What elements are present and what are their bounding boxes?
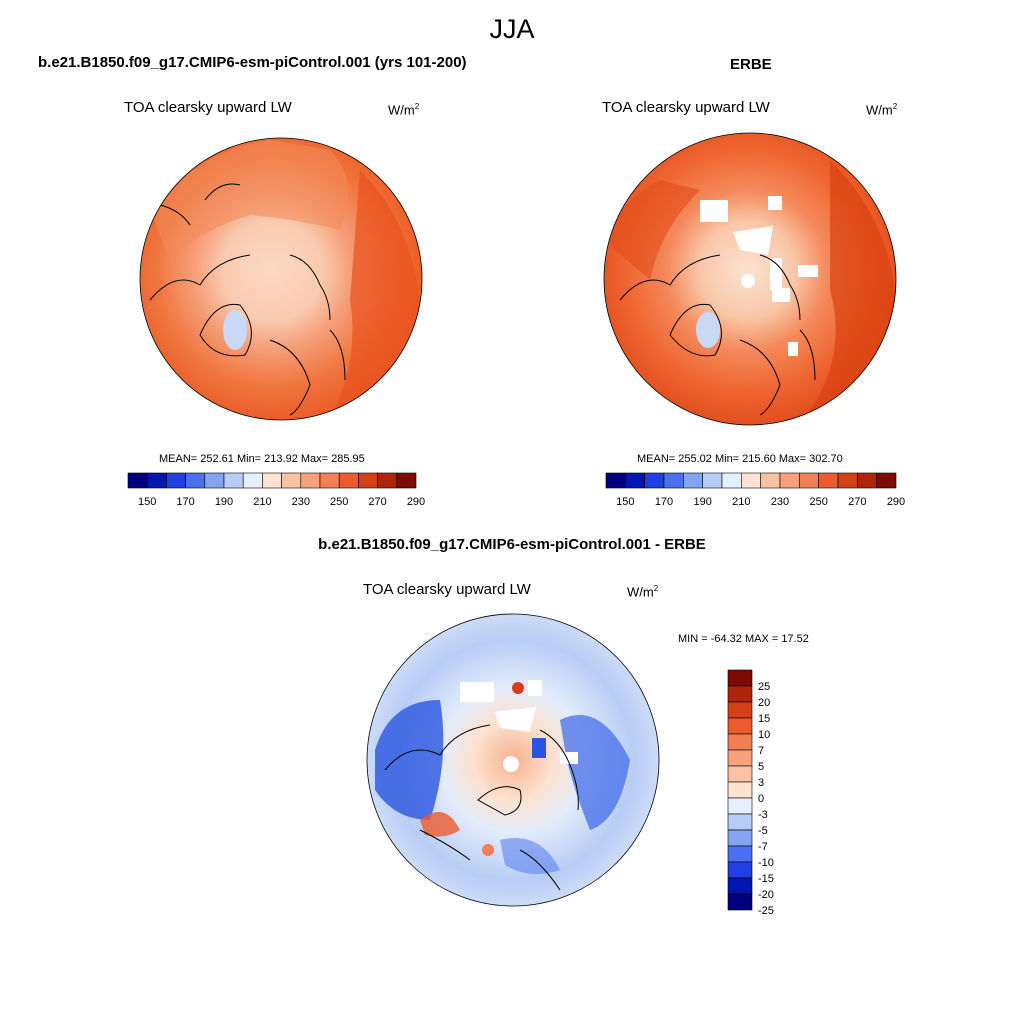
diff-colorbar-tick-label: 5 [758, 761, 764, 773]
diff-colorbar-tick-label: 25 [758, 681, 770, 693]
diff-colorbar-tick-label: -3 [758, 809, 768, 821]
obs-colorbar-tick-label: 150 [616, 496, 634, 508]
diff-polar-map [366, 613, 660, 907]
model-colorbar-swatch [204, 472, 225, 489]
diff-colorbar-tick-label: -7 [758, 841, 768, 853]
diff-colorbar-tick-label: 20 [758, 697, 770, 709]
model-units: W/m2 [388, 102, 420, 118]
obs-colorbar-tick-label: 290 [887, 496, 905, 508]
figure-title: JJA [489, 14, 535, 44]
diff-colorbar-swatch [727, 797, 753, 815]
model-colorbar-swatch [319, 472, 340, 489]
model-colorbar-swatch [377, 472, 398, 489]
obs-colorbar-swatch [837, 472, 858, 489]
model-colorbar-swatch [262, 472, 282, 489]
obs-colorbar-swatch [625, 472, 645, 489]
obs-stats: MEAN= 255.02 Min= 215.60 Max= 302.70 [637, 453, 843, 465]
model-colorbar-swatch [281, 472, 302, 489]
diff-colorbar-swatch [727, 845, 753, 863]
model-colorbar-tick-label: 230 [292, 496, 310, 508]
obs-colorbar-swatch [644, 472, 665, 489]
model-stats: MEAN= 252.61 Min= 213.92 Max= 285.95 [159, 453, 365, 465]
obs-colorbar: 150 170 190 210 230 250 270 290 [605, 472, 905, 508]
model-colorbar-swatch [242, 472, 263, 489]
model-colorbar-tick-label: 290 [407, 496, 425, 508]
diff-colorbar-tick-label: -20 [758, 889, 774, 901]
model-colorbar-swatch [358, 472, 378, 489]
diff-units: W/m2 [627, 584, 659, 600]
diff-colorbar-swatch [727, 861, 753, 879]
diff-colorbar-swatch [727, 877, 753, 895]
obs-colorbar-swatch [760, 472, 781, 489]
obs-variable-title: TOA clearsky upward LW [602, 99, 770, 116]
obs-colorbar-tick-label: 190 [693, 496, 711, 508]
diff-colorbar-tick-label: -15 [758, 873, 774, 885]
model-colorbar: 150 170 190 210 230 250 270 290 [127, 472, 425, 508]
diff-stats: MIN = -64.32 MAX = 17.52 [678, 633, 809, 645]
model-colorbar-tick-label: 210 [253, 496, 271, 508]
model-colorbar-tick-label: 250 [330, 496, 348, 508]
diff-colorbar: 25 20 15 10 7 5 3 0 -3 -5 -7 -10 -15 -20 -25 [727, 669, 774, 917]
model-colorbar-tick-label: 190 [215, 496, 233, 508]
obs-colorbar-tick-label: 210 [732, 496, 750, 508]
diff-panel-heading: b.e21.B1850.f09_g17.CMIP6-esm-piControl.… [318, 536, 706, 553]
model-polar-map [139, 137, 423, 421]
obs-colorbar-swatch [779, 472, 800, 489]
diff-colorbar-swatch [727, 765, 753, 783]
model-colorbar-tick-label: 170 [176, 496, 194, 508]
diff-colorbar-swatch [727, 749, 753, 767]
model-variable-title: TOA clearsky upward LW [124, 99, 292, 116]
model-colorbar-swatch [127, 472, 148, 489]
diff-colorbar-swatch [727, 829, 753, 847]
diff-colorbar-tick-label: -25 [758, 905, 774, 917]
obs-colorbar-swatch [857, 472, 877, 489]
obs-polar-map [603, 132, 897, 426]
obs-colorbar-tick-label: 250 [809, 496, 827, 508]
obs-units: W/m2 [866, 102, 898, 118]
model-colorbar-swatch [338, 472, 359, 489]
obs-colorbar-tick-label: 230 [771, 496, 789, 508]
diff-colorbar-swatch [727, 893, 753, 911]
obs-colorbar-swatch [721, 472, 742, 489]
diff-colorbar-swatch [727, 781, 753, 799]
diff-colorbar-swatch [727, 733, 753, 751]
diff-colorbar-tick-label: -10 [758, 857, 774, 869]
obs-colorbar-swatch [818, 472, 839, 489]
diff-colorbar-swatch [727, 813, 753, 831]
diff-colorbar-swatch [727, 717, 753, 735]
diff-colorbar-tick-label: 15 [758, 713, 770, 725]
diff-colorbar-tick-label: 3 [758, 777, 764, 789]
diff-colorbar-tick-label: 10 [758, 729, 770, 741]
model-colorbar-swatch [146, 472, 167, 489]
obs-colorbar-swatch [799, 472, 819, 489]
model-panel-heading: b.e21.B1850.f09_g17.CMIP6-esm-piControl.… [38, 54, 467, 71]
model-colorbar-swatch [166, 472, 186, 489]
obs-colorbar-swatch [702, 472, 723, 489]
diff-colorbar-swatch [727, 669, 753, 687]
model-colorbar-swatch [185, 472, 206, 489]
obs-panel-heading: ERBE [730, 56, 772, 73]
obs-colorbar-swatch [605, 472, 626, 489]
model-colorbar-swatch [300, 472, 321, 489]
diff-variable-title: TOA clearsky upward LW [363, 581, 531, 598]
model-colorbar-tick-label: 270 [368, 496, 386, 508]
obs-colorbar-tick-label: 270 [848, 496, 866, 508]
obs-colorbar-swatch [663, 472, 684, 489]
obs-colorbar-tick-label: 170 [655, 496, 673, 508]
obs-colorbar-swatch [683, 472, 703, 489]
model-colorbar-swatch [396, 472, 417, 489]
obs-colorbar-swatch [876, 472, 897, 489]
model-colorbar-swatch [223, 472, 244, 489]
diff-colorbar-tick-label: 7 [758, 745, 764, 757]
diff-colorbar-swatch [727, 685, 753, 703]
model-colorbar-tick-label: 150 [138, 496, 156, 508]
diff-colorbar-tick-label: 0 [758, 793, 764, 805]
diff-colorbar-swatch [727, 701, 753, 719]
diff-colorbar-tick-label: -5 [758, 825, 768, 837]
obs-colorbar-swatch [741, 472, 761, 489]
